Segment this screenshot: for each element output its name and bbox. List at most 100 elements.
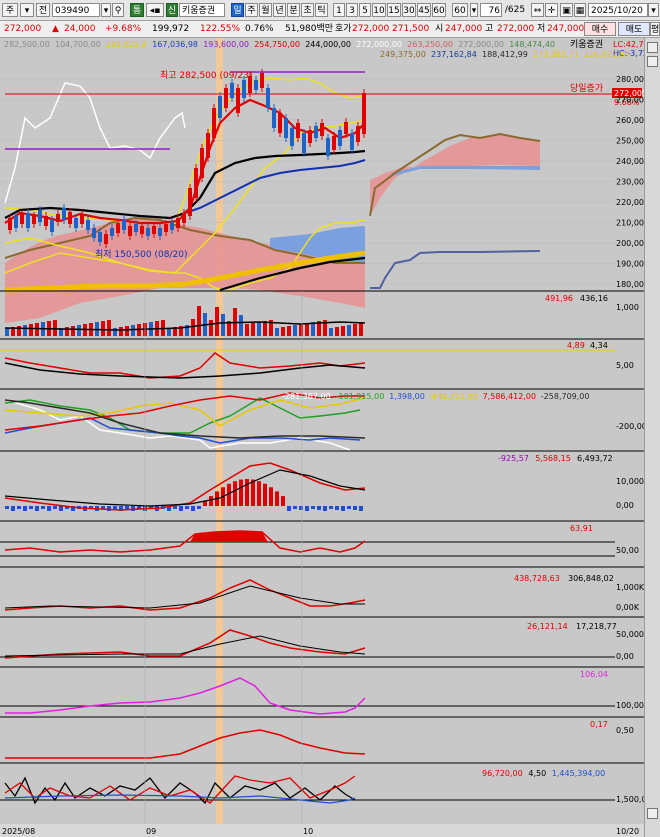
market-select[interactable]: 주 xyxy=(2,3,18,17)
interval-1-button[interactable]: 1 xyxy=(333,3,345,17)
period-month-button[interactable]: 월 xyxy=(259,3,272,17)
candle-body xyxy=(182,213,186,223)
settings-icon[interactable] xyxy=(647,56,658,67)
search-icon[interactable]: ⚲ xyxy=(112,3,124,17)
today-label: 당일증가 xyxy=(570,83,603,94)
macd-bar xyxy=(137,506,141,509)
ma-legend-value: 148,474,40 xyxy=(509,40,555,49)
macd-bar xyxy=(131,506,135,511)
macd-bar xyxy=(275,491,279,506)
change-percent: +9.68% xyxy=(105,24,142,34)
group-badge: 통 xyxy=(130,3,144,17)
macd-bar xyxy=(29,506,33,509)
ind2-line-red xyxy=(4,352,366,379)
interval-custom-button[interactable]: 60 xyxy=(452,3,468,17)
macd-bar xyxy=(203,501,207,506)
ind7-axis-label-1: 50,000 xyxy=(616,630,644,639)
date-label-oct: 10 xyxy=(303,827,313,836)
ind2-value-2: 4,34 xyxy=(590,341,608,350)
candle-body xyxy=(272,108,276,128)
ma-60 xyxy=(184,159,366,214)
macd-bar xyxy=(317,506,321,510)
zoom-icon[interactable]: ⇔ xyxy=(531,3,544,17)
candle-body xyxy=(26,213,30,228)
ind3-line-yellow xyxy=(4,397,366,427)
scroll-down-icon[interactable] xyxy=(647,808,658,819)
macd-bar xyxy=(233,481,237,506)
ind7-value-2: 17,218,77 xyxy=(576,622,617,631)
calendar-icon[interactable]: ▦ xyxy=(574,3,586,17)
volume-bar xyxy=(125,326,129,336)
ind4-axis-label-1: 10,000 xyxy=(616,477,644,486)
interval-30-button[interactable]: 30 xyxy=(402,3,416,17)
speaker-icon[interactable]: ◂▪ xyxy=(146,3,164,17)
right-scrollbar[interactable] xyxy=(644,38,660,837)
interval-15-button[interactable]: 15 xyxy=(387,3,401,17)
open-price: 247,000 xyxy=(445,24,483,34)
candle-body xyxy=(140,226,144,234)
eval-button[interactable]: 평 xyxy=(650,22,660,36)
period-minute-button[interactable]: 분 xyxy=(287,3,300,17)
interval-45-button[interactable]: 45 xyxy=(417,3,431,17)
type-select[interactable]: 전 xyxy=(36,3,50,17)
ind5-value: 63,91 xyxy=(570,524,593,533)
volume-axis-label: 1,000 xyxy=(616,303,639,312)
legend-stock-name: 키움증권 xyxy=(570,38,603,50)
volume-value-2: 436,16 xyxy=(580,294,608,303)
candle-body xyxy=(164,224,168,232)
crosshair-icon[interactable]: ✛ xyxy=(545,3,558,17)
buy-button[interactable]: 매수 xyxy=(584,22,616,36)
interval-60-button[interactable]: 60 xyxy=(432,3,446,17)
volume-bar xyxy=(263,321,267,336)
volume-bar xyxy=(113,328,117,336)
period-second-button[interactable]: 초 xyxy=(301,3,314,17)
volume-bar xyxy=(257,322,261,336)
volume-bar xyxy=(323,320,327,336)
ind3-line-black xyxy=(4,399,366,439)
ind3-value: -258,709,00 xyxy=(541,392,590,401)
period-year-button[interactable]: 년 xyxy=(273,3,286,17)
volume-bar xyxy=(359,322,363,336)
menu-icon[interactable]: ▾ xyxy=(20,3,34,17)
candle-body xyxy=(320,123,324,136)
macd-bar xyxy=(101,506,105,509)
stock-chart[interactable]: 최고 282,500 (09/23) 최저 150,500 (08/20) 당일… xyxy=(0,38,644,837)
period-tick-button[interactable]: 틱 xyxy=(315,3,328,17)
date-input[interactable]: 2025/10/20 xyxy=(588,3,648,17)
period-day-button[interactable]: 일 xyxy=(231,3,244,17)
candle-body xyxy=(56,214,60,222)
expand-icon[interactable] xyxy=(647,42,658,53)
ind6-axis-label-2: 0,00K xyxy=(616,603,640,612)
cloud-future xyxy=(370,134,540,216)
volume-bar xyxy=(299,324,303,336)
ind7-line-black xyxy=(4,635,366,657)
interval-10-button[interactable]: 10 xyxy=(372,3,386,17)
interval-5-button[interactable]: 5 xyxy=(359,3,371,17)
ma-legend-value: 244,000,00 xyxy=(305,40,351,49)
candle-body xyxy=(152,226,156,234)
price-axis-label: 250,000 xyxy=(616,137,644,146)
volume-bar xyxy=(35,323,39,336)
code-dropdown-icon[interactable]: ▾ xyxy=(101,3,111,17)
interval-3-button[interactable]: 3 xyxy=(346,3,358,17)
volume-bar xyxy=(131,325,135,336)
ind3-line-red xyxy=(4,392,365,431)
candle-body xyxy=(350,133,354,150)
candle-body xyxy=(32,216,36,224)
stock-code-input[interactable]: 039490 xyxy=(52,3,100,17)
sell-button[interactable]: 매도 xyxy=(618,22,650,36)
save-icon[interactable]: ▣ xyxy=(560,3,573,17)
macd-bar xyxy=(11,506,15,511)
interval-dropdown-icon[interactable]: ▾ xyxy=(470,3,478,17)
period-week-button[interactable]: 주 xyxy=(245,3,258,17)
date-label-end: 10/20 xyxy=(616,827,639,836)
ind3-value: -101,915,00 xyxy=(336,392,385,401)
candle-body xyxy=(236,88,240,113)
volume-value: 199,972 xyxy=(152,24,190,34)
count-input[interactable]: 76 xyxy=(480,3,502,17)
high-price: 272,000 xyxy=(497,24,535,34)
current-price: 272,000 xyxy=(4,24,42,34)
trade-amount: 51,980백만 xyxy=(285,24,334,34)
macd-bar xyxy=(269,487,273,506)
date-dropdown-icon[interactable]: ▾ xyxy=(648,3,659,17)
